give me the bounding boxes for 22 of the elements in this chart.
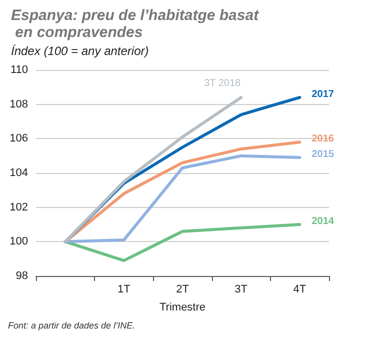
series-label: 2015 (312, 149, 334, 160)
x-tick-label: 4T (293, 284, 306, 296)
x-tick-label: 2T (176, 284, 190, 296)
y-tick-label: 106 (10, 132, 28, 145)
y-tick-label: 104 (10, 167, 28, 179)
y-tick-label: 102 (10, 201, 28, 214)
x-tick-label: 3T (234, 284, 248, 296)
line-series (64, 223, 302, 262)
chart-subtitle: Índex (100 = any anterior) (11, 44, 149, 58)
x-tick-label: 1T (117, 284, 131, 296)
series-label: 2017 (312, 88, 334, 100)
x-axis-title: Trimestre (159, 302, 206, 314)
y-tick-label: 108 (10, 98, 28, 110)
chart-title: Espanya: preu de l’habitatge basat en compravendes (11, 7, 260, 41)
y-tick-label: 98 (16, 270, 28, 282)
series-label: 2014 (312, 216, 334, 227)
y-tick-label: 110 (10, 64, 28, 76)
line-series (64, 96, 243, 244)
y-tick-label: 100 (10, 236, 28, 248)
series-label: 3T 2018 (204, 78, 242, 89)
text: Font: a partir de dades de l’INE. (8, 320, 136, 330)
series-label: 2016 (312, 134, 334, 145)
